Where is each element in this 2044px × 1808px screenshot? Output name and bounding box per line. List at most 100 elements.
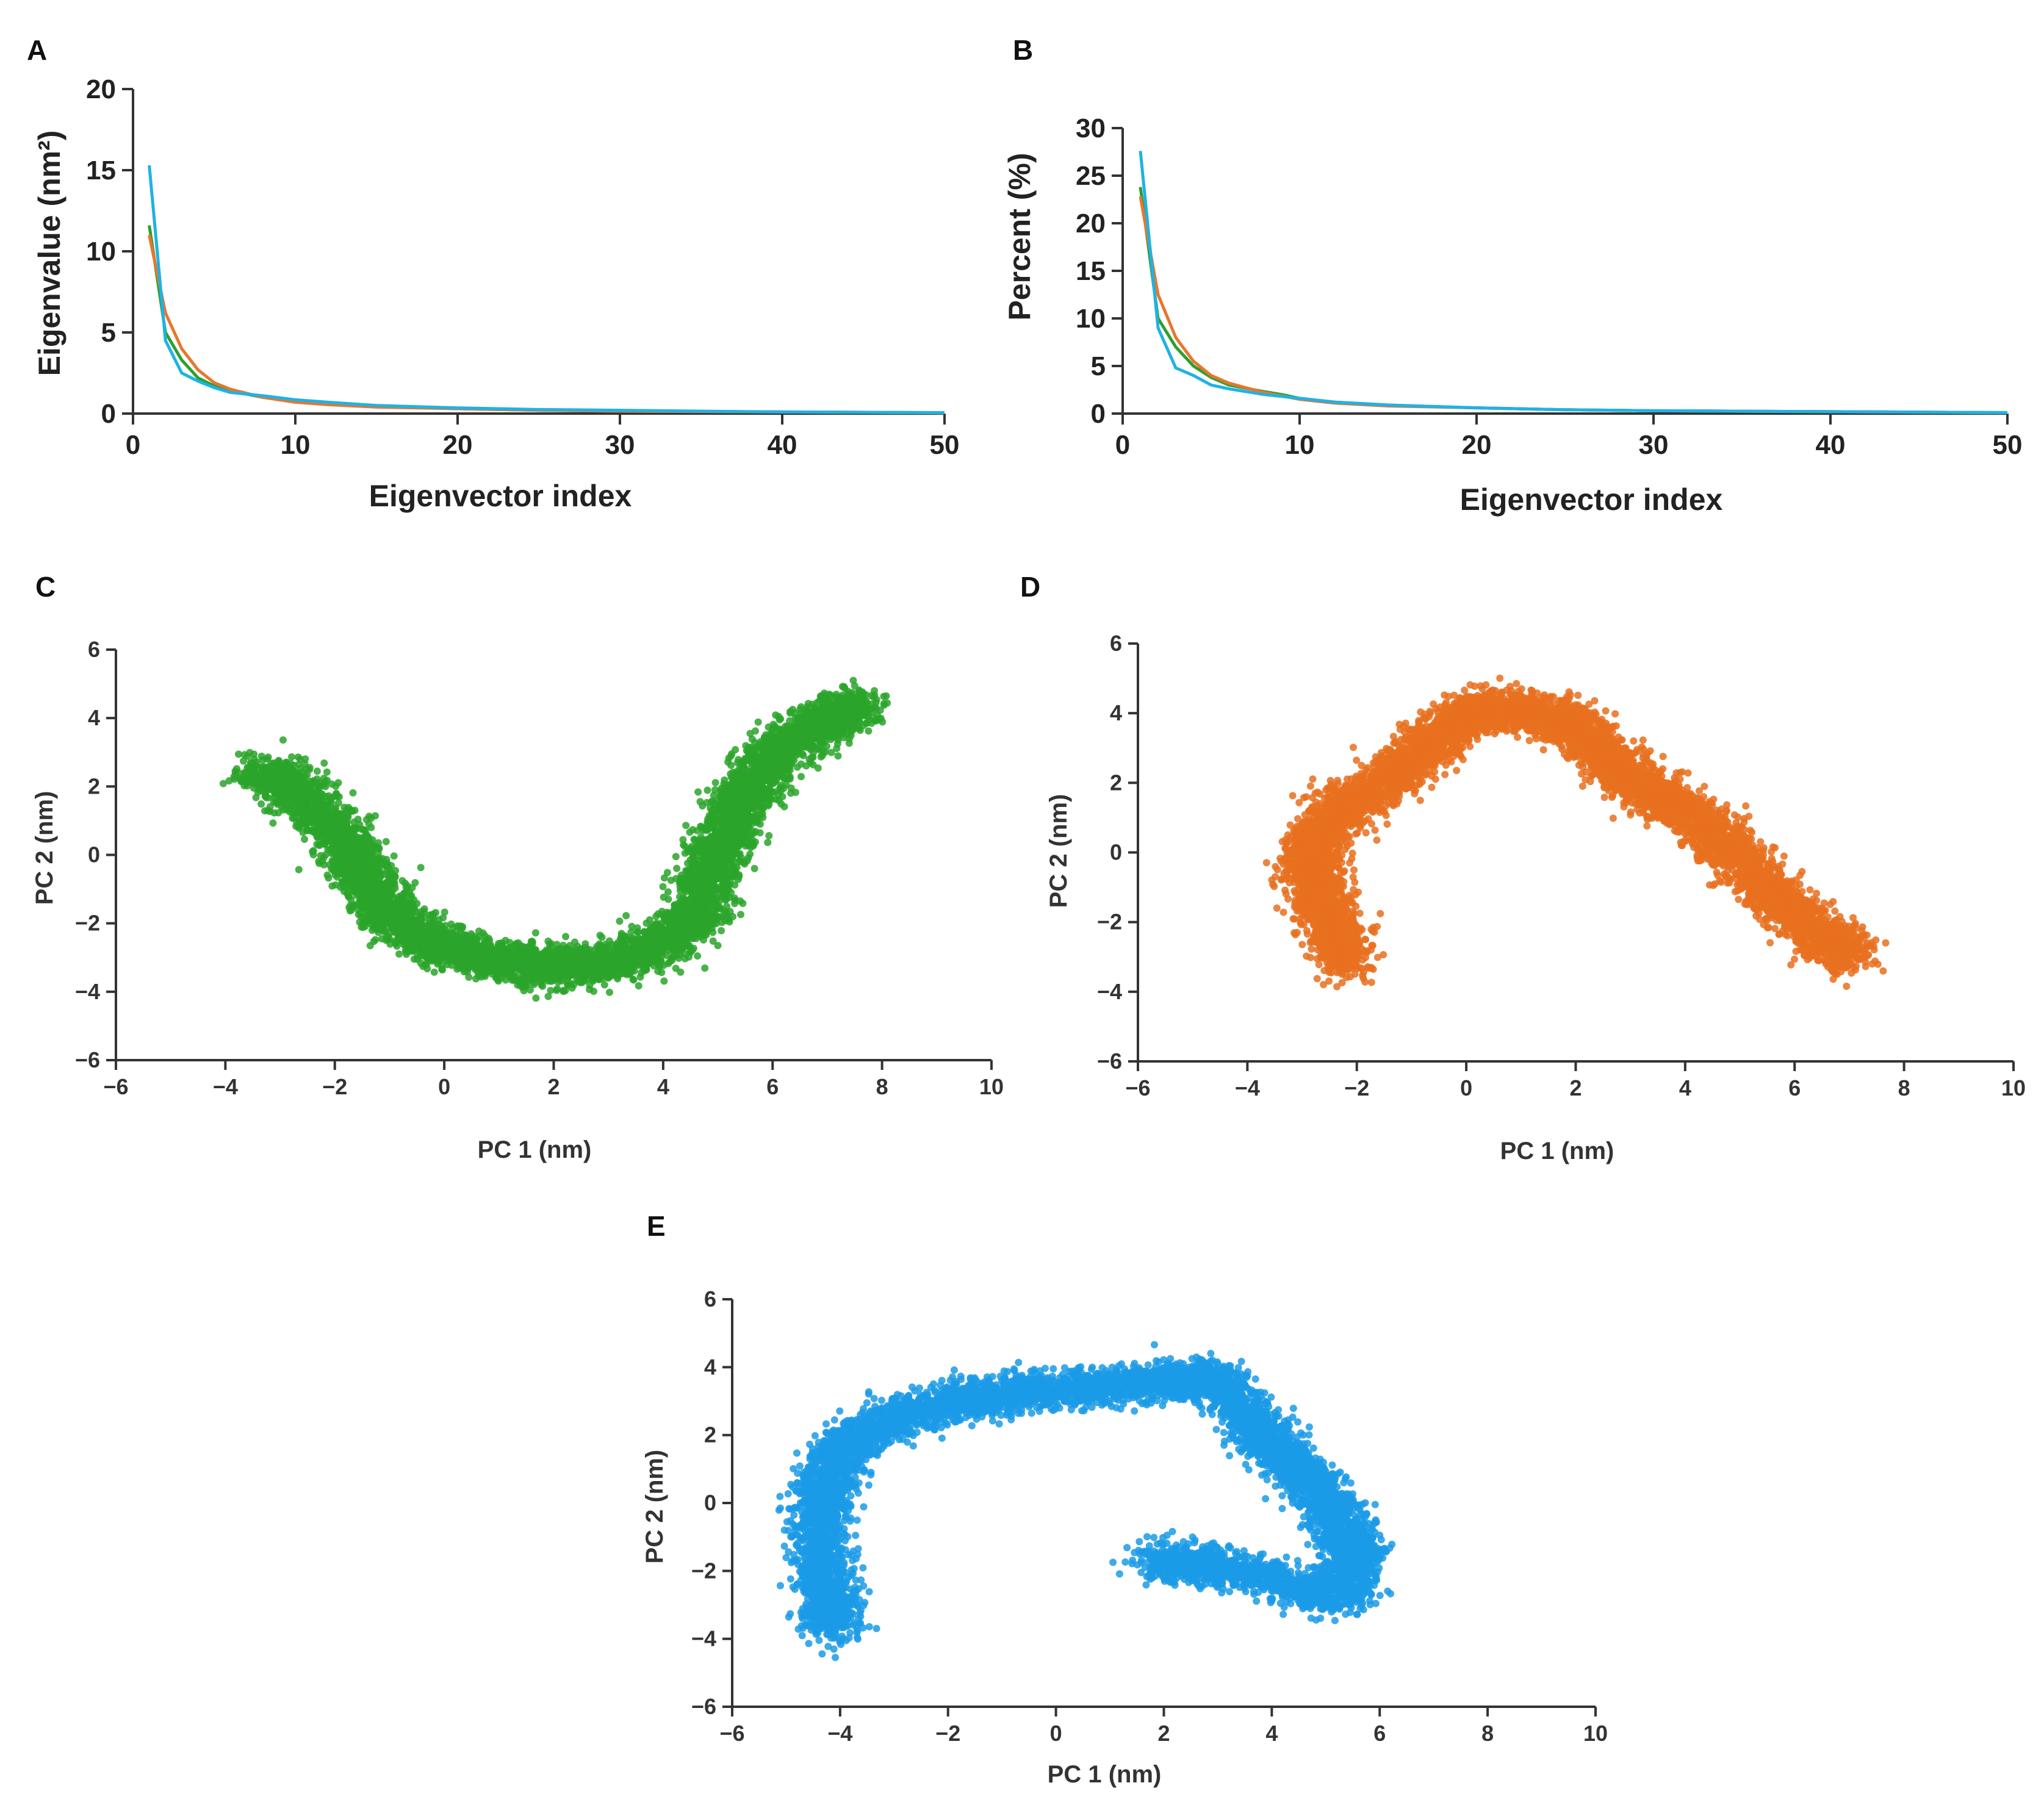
scatter-point bbox=[672, 853, 680, 861]
scatter-point bbox=[323, 871, 331, 879]
scatter-point bbox=[635, 982, 642, 990]
scatter-point bbox=[721, 896, 729, 904]
scatter-point bbox=[400, 941, 408, 949]
scatter-point bbox=[545, 950, 553, 958]
scatter-point bbox=[702, 890, 710, 897]
scatter-point bbox=[408, 900, 416, 908]
scatter-point bbox=[246, 771, 254, 778]
scatter-point bbox=[739, 900, 747, 907]
scatter-point bbox=[471, 933, 479, 941]
scatter-point bbox=[364, 875, 372, 883]
scatter-point bbox=[527, 938, 535, 945]
panel-c-pca-scatter: C PC 2 (nm) PC 1 (nm) −6 −4 −2 0 2 4 6 8 10−6−4−… bbox=[31, 571, 1004, 1163]
scatter-point bbox=[265, 762, 273, 770]
scatter-point bbox=[714, 913, 722, 921]
scatter-point bbox=[313, 767, 321, 775]
scatter-point bbox=[709, 882, 717, 890]
x-tick-label: 0 bbox=[438, 1074, 450, 1099]
scatter-point bbox=[544, 992, 552, 1000]
scatter-point bbox=[539, 982, 547, 990]
scatter-point bbox=[701, 964, 709, 972]
scatter-point bbox=[658, 969, 666, 977]
scatter-point bbox=[358, 838, 365, 846]
scatter-point bbox=[492, 974, 500, 981]
scatter-point bbox=[348, 828, 356, 836]
scatter-point bbox=[326, 795, 334, 803]
scatter-point bbox=[590, 988, 597, 995]
scatter-point bbox=[700, 925, 708, 933]
x-tick-label: 30 bbox=[1639, 430, 1669, 460]
scatter-point bbox=[696, 933, 704, 941]
x-tick-label: 0 bbox=[126, 430, 140, 460]
scatter-point bbox=[333, 789, 340, 797]
scatter-point bbox=[381, 888, 389, 896]
panel-label-b: B bbox=[1013, 34, 1033, 66]
scatter-point bbox=[439, 914, 447, 922]
scatter-point bbox=[345, 893, 353, 901]
scatter-point bbox=[625, 944, 633, 952]
scatter-point bbox=[634, 928, 641, 936]
scatter-point bbox=[260, 777, 268, 785]
scatter-point bbox=[663, 869, 671, 877]
y-tick-label: 30 bbox=[1076, 113, 1106, 143]
scatter-point bbox=[478, 961, 486, 969]
scatter-point bbox=[365, 813, 373, 820]
scatter-point bbox=[344, 883, 351, 891]
scatter-point bbox=[262, 785, 270, 793]
scatter-point bbox=[721, 917, 729, 925]
scatter-point bbox=[467, 960, 475, 968]
scatter-point bbox=[483, 952, 491, 960]
scatter-point bbox=[462, 931, 470, 939]
scatter-point bbox=[578, 978, 586, 986]
x-tick-label: −6 bbox=[103, 1074, 128, 1099]
scatter-point bbox=[384, 860, 392, 868]
x-tick-label: −2 bbox=[322, 1074, 347, 1099]
scatter-point bbox=[702, 900, 710, 908]
scatter-point bbox=[328, 835, 336, 843]
scatter-point bbox=[614, 971, 622, 979]
scatter-point bbox=[659, 883, 667, 891]
scatter-point bbox=[306, 766, 314, 773]
scatter-point bbox=[418, 949, 426, 956]
scatter-point bbox=[361, 832, 369, 840]
scatter-point bbox=[571, 938, 578, 946]
scatter-point bbox=[332, 804, 340, 812]
scatter-point bbox=[334, 818, 342, 826]
x-axis-title-a: Eigenvector index bbox=[369, 479, 632, 513]
scatter-point bbox=[719, 888, 727, 895]
scatter-point bbox=[279, 775, 287, 783]
scatter-point bbox=[520, 943, 528, 951]
scatter-point bbox=[532, 994, 540, 1002]
x-tick-label: 30 bbox=[605, 430, 635, 460]
scatter-point bbox=[347, 806, 354, 814]
scatter-point bbox=[456, 940, 464, 948]
scatter-point bbox=[702, 881, 710, 889]
scatter-point bbox=[451, 947, 459, 955]
scatter-point bbox=[275, 809, 282, 817]
scatter-point bbox=[367, 839, 375, 847]
y-tick-label: 20 bbox=[1076, 209, 1106, 239]
y-tick-label: 0 bbox=[88, 842, 100, 867]
scatter-point bbox=[328, 780, 336, 788]
scatter-point bbox=[438, 961, 446, 969]
scatter-point bbox=[592, 968, 600, 976]
scatter-point bbox=[636, 945, 644, 953]
scatter-point bbox=[275, 770, 282, 778]
scatter-point bbox=[669, 907, 677, 915]
scatter-point bbox=[301, 772, 309, 780]
scatter-point bbox=[390, 911, 398, 919]
scatter-point bbox=[709, 937, 717, 945]
scatter-point bbox=[311, 809, 319, 817]
scatter-point bbox=[250, 750, 258, 758]
scatter-point bbox=[309, 847, 317, 855]
scatter-point bbox=[315, 841, 323, 848]
x-tick-label: 2 bbox=[547, 1074, 560, 1099]
scatter-point bbox=[674, 939, 682, 947]
scatter-point bbox=[322, 778, 329, 786]
y-tick-label: 0 bbox=[101, 399, 116, 429]
x-tick-label: 10 bbox=[281, 430, 311, 460]
scatter-points-c bbox=[219, 676, 891, 1002]
scatter-point bbox=[562, 966, 570, 974]
scatter-point bbox=[656, 961, 664, 969]
